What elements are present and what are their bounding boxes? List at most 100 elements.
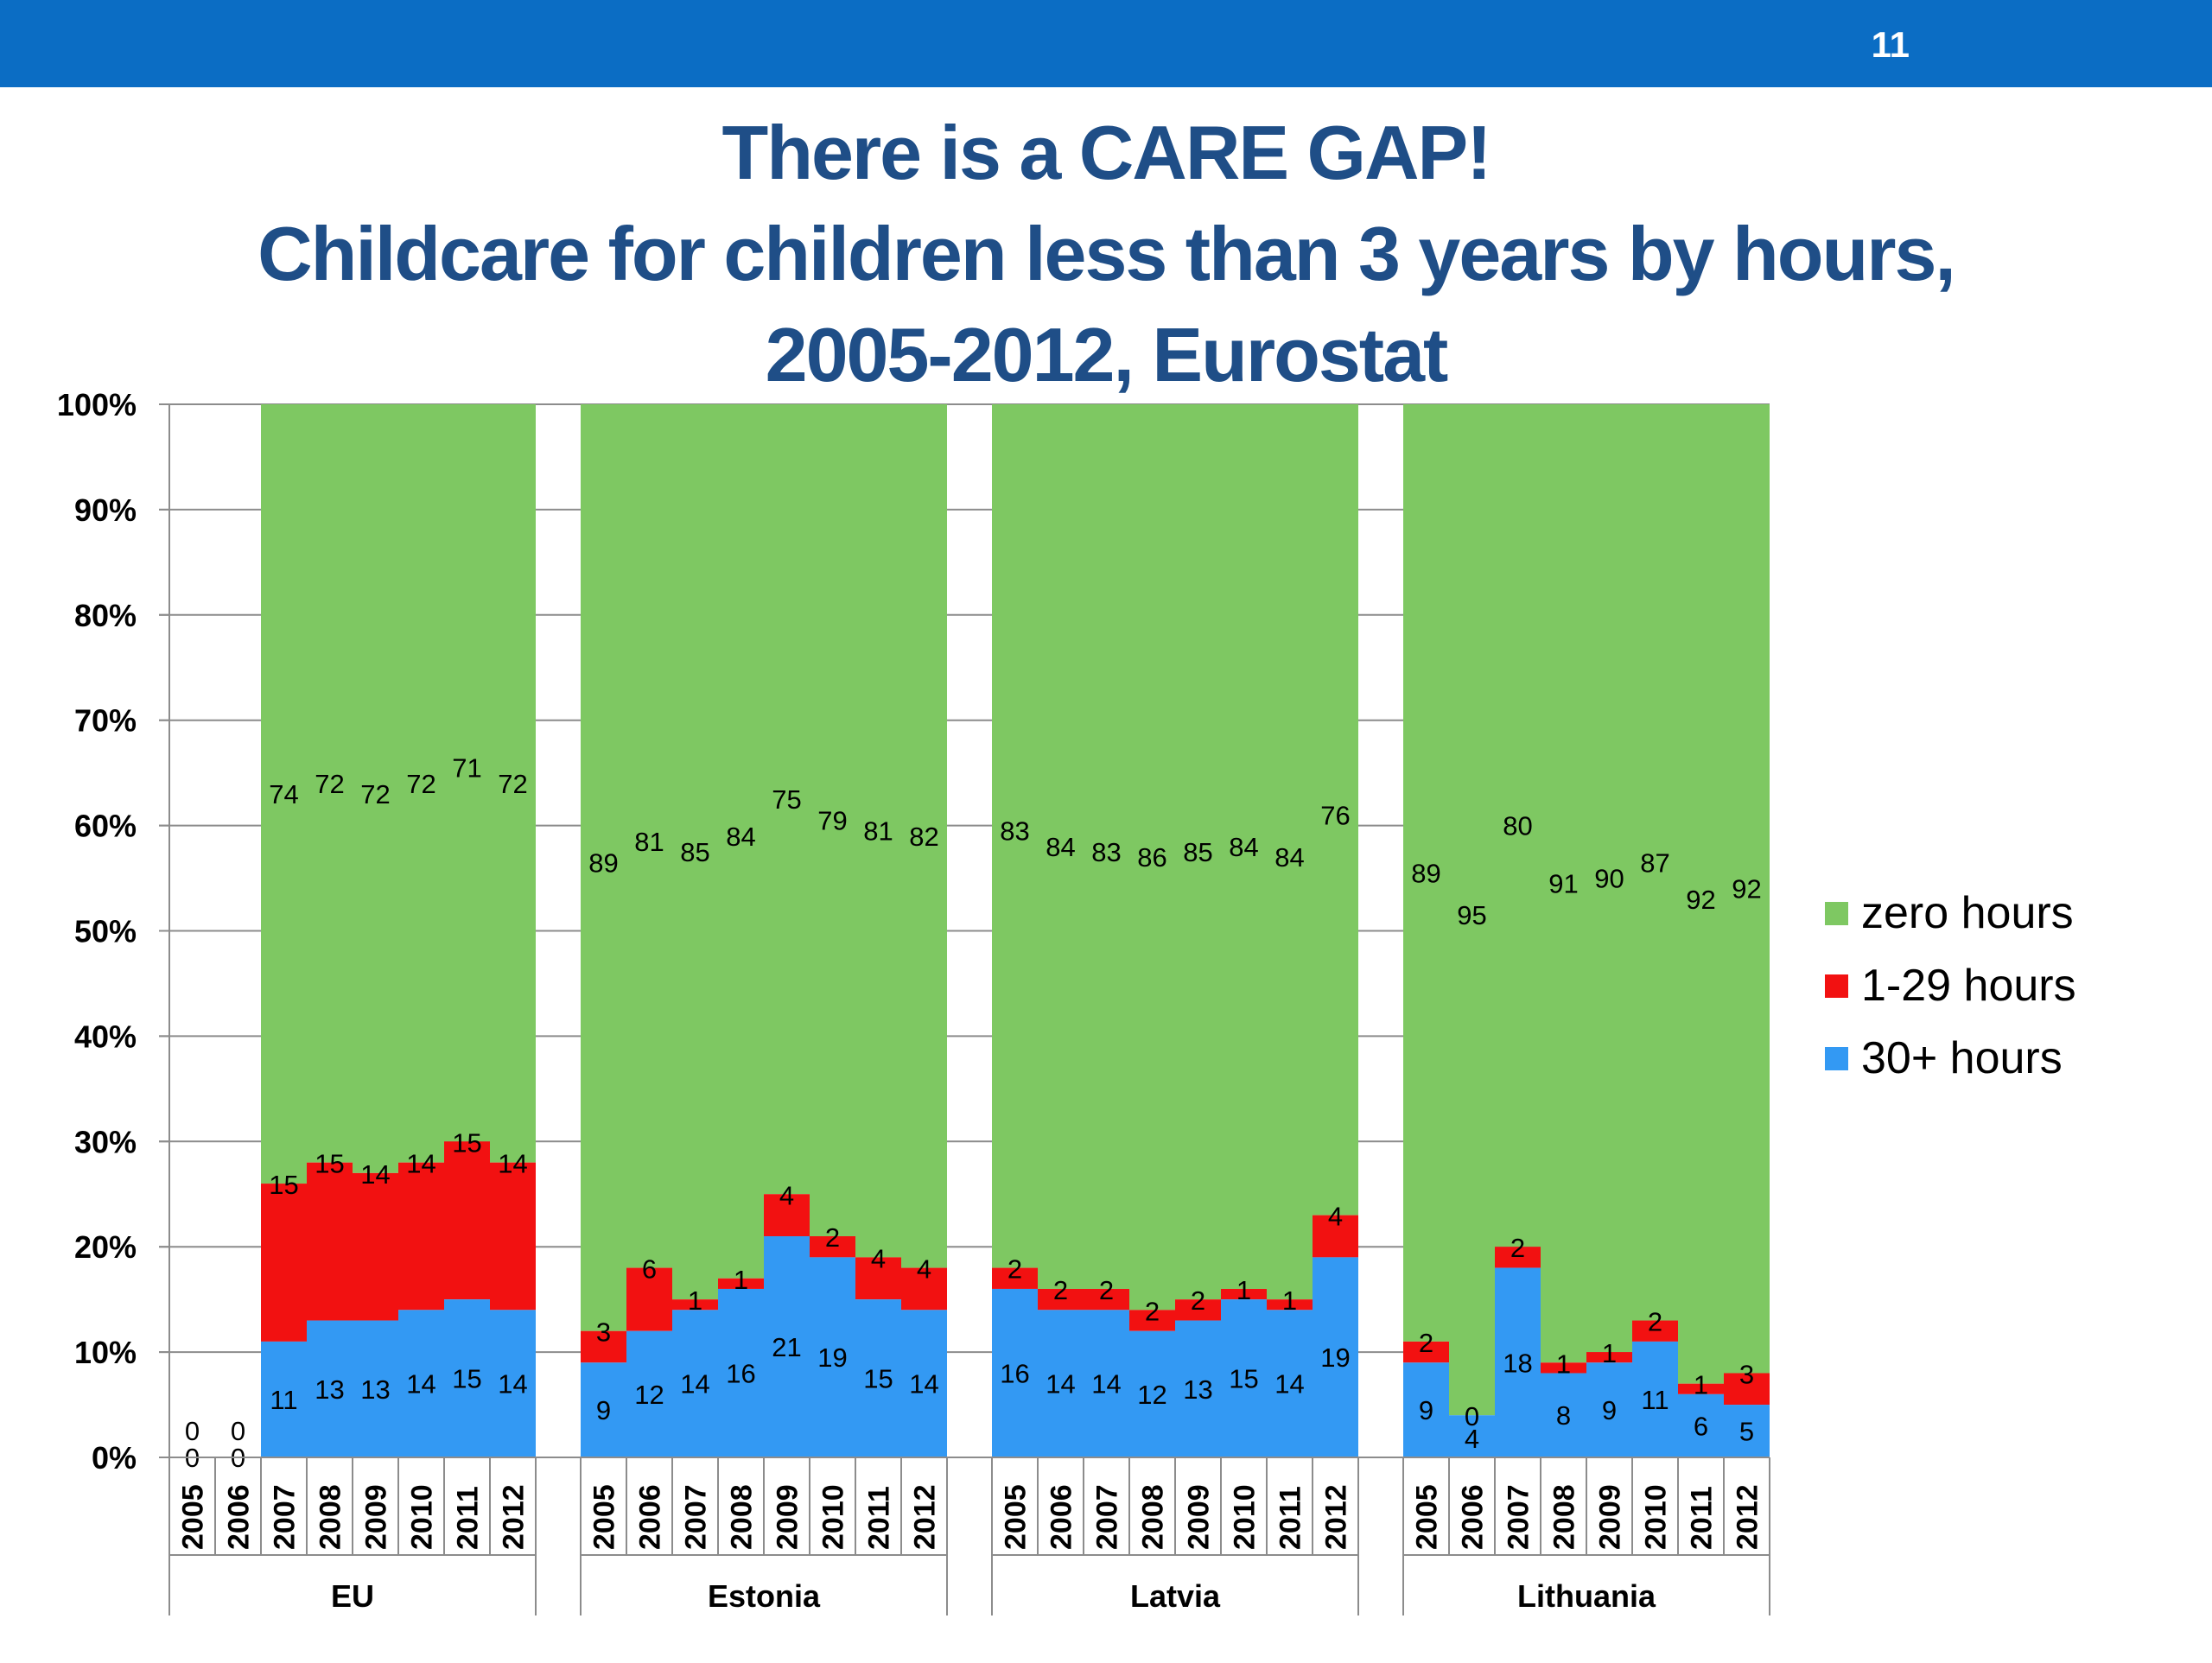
label-zero-hours: 72: [406, 769, 435, 799]
group-label: EU: [331, 1578, 374, 1614]
bar-zero-hours: [1495, 404, 1541, 1247]
y-tick-label: 90%: [74, 492, 137, 528]
bar-30-plus-hours: [1541, 1373, 1586, 1457]
x-tick-label: 2012: [909, 1484, 942, 1550]
label-zero-hours: 72: [315, 769, 344, 799]
label-1-29-hours: 2: [1648, 1307, 1662, 1337]
label-zero-hours: 74: [269, 779, 298, 809]
x-tick-label: 2006: [1046, 1484, 1078, 1550]
bar-1-29-hours: [398, 1162, 444, 1311]
bar-30-plus-hours: [810, 1257, 855, 1457]
label-30-plus-hours: 8: [1556, 1400, 1571, 1431]
label-1-29-hours: 15: [269, 1170, 298, 1200]
bar-zero-hours: [1632, 404, 1678, 1321]
x-tick-label: 2007: [1091, 1484, 1124, 1550]
y-tick-label: 10%: [74, 1335, 137, 1370]
bar-zero-hours: [1313, 404, 1358, 1216]
bar-zero-hours: [307, 404, 353, 1163]
label-zero-hours: 84: [726, 822, 755, 852]
label-zero-hours: 82: [909, 822, 938, 852]
label-30-plus-hours: 15: [1229, 1364, 1258, 1394]
x-tick-label: 2010: [1640, 1484, 1673, 1550]
bar-zero-hours: [1724, 404, 1770, 1374]
bar-1-29-hours: [1084, 1288, 1129, 1311]
label-1-29-hours: 2: [825, 1222, 840, 1253]
bar-30-plus-hours: [855, 1299, 901, 1457]
bar-1-29-hours: [307, 1162, 353, 1321]
page-number: 11: [1871, 24, 1910, 65]
bar-30-plus-hours: [1313, 1257, 1358, 1457]
bar-30-plus-hours: [1084, 1310, 1129, 1457]
label-30-plus-hours: 13: [315, 1374, 344, 1405]
x-tick-label: 2005: [588, 1484, 621, 1550]
bar-1-29-hours: [1267, 1299, 1313, 1311]
slide-title: There is a CARE GAP! Childcare for child…: [0, 102, 2212, 405]
bar-30-plus-hours: [901, 1310, 947, 1457]
label-1-29-hours: 4: [779, 1180, 794, 1210]
y-tick-label: 20%: [74, 1229, 137, 1265]
bar-30-plus-hours: [1175, 1320, 1221, 1457]
bar-zero-hours: [1403, 404, 1449, 1342]
y-tick-label: 0%: [92, 1440, 137, 1476]
label-zero-hours: 84: [1274, 842, 1304, 873]
label-1-29-hours: 4: [871, 1243, 886, 1273]
x-tick-label: 2007: [1503, 1484, 1535, 1550]
x-tick-label: 2010: [406, 1484, 439, 1550]
x-tick-label: 2009: [1183, 1484, 1216, 1550]
label-zero-hours: 76: [1320, 800, 1350, 830]
legend-label: zero hours: [1861, 888, 2074, 938]
label-30-plus-hours: 11: [270, 1385, 297, 1415]
x-tick-label: 2010: [1229, 1484, 1262, 1550]
data-labels: 0000111574131572131472141472151571141472…: [185, 753, 1762, 1473]
bar-zero-hours: [1678, 404, 1724, 1384]
label-zero-hours: 72: [360, 779, 390, 809]
bar-30-plus-hours: [1038, 1310, 1084, 1457]
bar-30-plus-hours: [307, 1320, 353, 1457]
label-30-plus-hours: 14: [406, 1369, 435, 1400]
bar-zero-hours: [992, 404, 1038, 1268]
bar-1-29-hours: [490, 1162, 536, 1311]
bar-1-29-hours: [718, 1278, 764, 1289]
x-tick-label: 2009: [772, 1484, 804, 1550]
bar-zero-hours: [1449, 404, 1495, 1416]
group-label: Lithuania: [1517, 1578, 1656, 1614]
label-30-plus-hours: 18: [1503, 1348, 1532, 1378]
label-30-plus-hours: 12: [634, 1380, 664, 1410]
x-tick-label: 2008: [726, 1484, 759, 1550]
x-tick-label: 2011: [1686, 1486, 1719, 1550]
label-zero-hours: 87: [1640, 847, 1669, 878]
x-tick-label: 2006: [1457, 1484, 1490, 1550]
title-line-1: There is a CARE GAP!: [721, 110, 1491, 195]
x-tick-label: 2006: [223, 1484, 256, 1550]
bar-30-plus-hours: [718, 1288, 764, 1457]
x-tick-label: 2005: [1000, 1484, 1033, 1550]
bar-zero-hours: [1586, 404, 1632, 1353]
label-1-29-hours: 1: [1236, 1275, 1251, 1305]
label-zero-hours: 72: [498, 769, 527, 799]
x-tick-label: 2006: [634, 1484, 667, 1550]
bar-zero-hours: [764, 404, 810, 1195]
label-1-29-hours: 2: [1419, 1328, 1433, 1358]
label-1-29-hours: 1: [1694, 1370, 1708, 1400]
label-zero-hours: 84: [1046, 832, 1075, 862]
x-tick-label: 2007: [680, 1484, 713, 1550]
bar-1-29-hours: [581, 1330, 626, 1363]
bar-zero-hours: [1221, 404, 1267, 1289]
bar-30-plus-hours: [581, 1362, 626, 1457]
bar-zero-hours: [261, 404, 307, 1184]
legend-label: 1-29 hours: [1861, 961, 2076, 1011]
label-30-plus-hours: 14: [1046, 1369, 1075, 1400]
label-30-plus-hours: 4: [1465, 1424, 1479, 1454]
label-1-29-hours: 2: [1007, 1254, 1022, 1285]
bar-30-plus-hours: [1724, 1405, 1770, 1457]
label-zero-hours: 84: [1229, 832, 1258, 862]
label-1-29-hours: 1: [734, 1265, 748, 1295]
bar-1-29-hours: [353, 1172, 398, 1321]
bar-30-plus-hours: [992, 1288, 1038, 1457]
x-tick-label: 2012: [498, 1484, 531, 1550]
label-1-29-hours: 15: [315, 1149, 344, 1179]
label-30-plus-hours: 12: [1137, 1380, 1166, 1410]
x-tick-label: 2005: [177, 1484, 210, 1550]
